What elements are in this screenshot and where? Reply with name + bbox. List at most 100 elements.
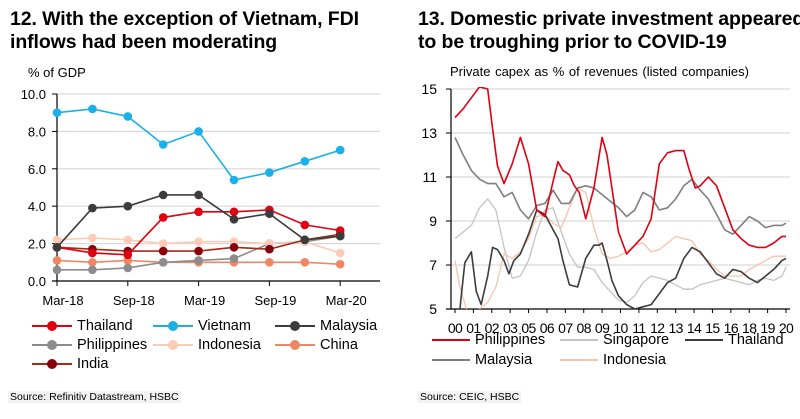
x-tick-label: 00 xyxy=(448,320,463,336)
plot-area xyxy=(454,87,787,309)
x-tick-label: 05 xyxy=(521,320,536,336)
y-tick-label: 4.0 xyxy=(28,199,46,214)
x-tick-label: 08 xyxy=(577,320,592,336)
y-tick-label: 8.0 xyxy=(28,124,46,139)
data-point-vietnam xyxy=(335,145,345,155)
legend-swatch xyxy=(32,359,72,369)
y-tick-label: 11 xyxy=(422,169,437,185)
x-tick-label: 13 xyxy=(668,320,683,336)
data-point-malaysia xyxy=(335,231,345,241)
series-thailand xyxy=(52,205,345,260)
data-point-china xyxy=(300,258,310,267)
x-tick-label: 07 xyxy=(558,320,573,336)
data-point-philippines xyxy=(52,265,62,275)
data-point-indonesia xyxy=(158,239,168,248)
data-point-malaysia xyxy=(229,214,239,224)
legend-item-vietnam: Vietnam xyxy=(153,318,251,334)
source-note-fdi: Source: Refinitiv Datastream, HSBC xyxy=(8,391,181,403)
y-axis-label-fdi: % of GDP xyxy=(28,65,86,80)
data-point-china xyxy=(265,258,274,267)
legend-swatch xyxy=(32,340,72,350)
data-point-philippines xyxy=(158,258,168,267)
y-tick-label: 6.0 xyxy=(28,162,46,177)
x-tick-label: 02 xyxy=(485,320,500,336)
chart-panel-capex: 13. Domestic private investment appeared… xyxy=(400,0,800,419)
data-point-malaysia xyxy=(300,235,310,245)
legend-label: Vietnam xyxy=(198,318,251,334)
data-point-india xyxy=(265,244,274,254)
legend-label: Indonesia xyxy=(603,352,666,368)
line-chart-fdi: 0.0 2.0 4.0 6.0 8.0 10.0 Mar-18 Sep-18 Mar-19 Sep… xyxy=(21,87,380,308)
legend-item-china: China xyxy=(275,337,358,353)
legend-swatch xyxy=(153,321,193,331)
x-tick-label: 01 xyxy=(466,320,481,336)
data-point-thailand xyxy=(158,213,168,222)
x-tick-label: 15 xyxy=(705,320,720,336)
data-point-indonesia xyxy=(52,235,62,245)
x-tick-label: 16 xyxy=(724,320,739,336)
y-axis-label-capex: Private capex as % of revenues (listed c… xyxy=(450,64,749,79)
x-tick-label: 09 xyxy=(595,320,610,336)
y-tick-label: 2.0 xyxy=(28,237,46,252)
data-point-vietnam xyxy=(158,140,168,149)
legend-label: Malaysia xyxy=(320,318,378,334)
series-line-philippines xyxy=(454,87,786,255)
series-vietnam xyxy=(52,104,345,185)
data-point-vietnam xyxy=(229,175,239,185)
data-point-philippines xyxy=(88,265,97,275)
data-point-malaysia xyxy=(52,243,62,252)
legend-label: Thailand xyxy=(77,318,133,334)
series-line-thailand xyxy=(459,209,787,309)
data-point-philippines xyxy=(229,254,239,263)
x-tick-label: 11 xyxy=(632,320,646,336)
legend-item-philippines: Philippines xyxy=(432,332,545,348)
data-point-indonesia xyxy=(194,237,203,247)
legend-label: Philippines xyxy=(475,332,546,348)
source-note-capex: Source: CEIC, HSBC xyxy=(418,391,522,403)
legend-swatch xyxy=(153,340,193,350)
data-point-vietnam xyxy=(265,168,274,177)
legend-swatch xyxy=(32,321,72,331)
legend-swatch xyxy=(275,321,315,331)
legend-swatch xyxy=(560,355,598,365)
data-point-malaysia xyxy=(265,209,274,218)
data-point-vietnam xyxy=(123,112,133,121)
legend-item-singapore: Singapore xyxy=(560,332,669,348)
x-tick-label: 19 xyxy=(760,320,775,336)
data-point-philippines xyxy=(123,263,133,273)
legend-item-indonesia: Indonesia xyxy=(153,337,261,353)
y-tick-label: 15 xyxy=(421,81,437,97)
y-tick-label: 5 xyxy=(429,301,437,317)
legend-swatch xyxy=(275,340,315,350)
x-tick-label: 06 xyxy=(540,320,555,336)
x-tick-label: Sep-19 xyxy=(254,293,296,308)
data-point-vietnam xyxy=(88,104,97,114)
legend-item-thailand: Thailand xyxy=(32,318,133,334)
data-point-malaysia xyxy=(194,190,203,200)
data-point-vietnam xyxy=(194,127,203,136)
x-tick-label: Mar-20 xyxy=(326,293,367,308)
data-point-india xyxy=(158,246,168,256)
data-point-vietnam xyxy=(300,157,310,166)
legend-item-philippines: Philippines xyxy=(32,337,147,353)
data-point-indonesia xyxy=(335,248,345,258)
x-tick-label: 20 xyxy=(779,320,794,336)
x-tick-label: 12 xyxy=(650,320,665,336)
data-point-malaysia xyxy=(158,190,168,200)
data-point-china xyxy=(335,259,345,269)
legend-swatch xyxy=(560,335,598,345)
data-point-indonesia xyxy=(88,233,97,243)
legend-item-malaysia: Malaysia xyxy=(275,318,377,334)
data-point-thailand xyxy=(123,250,133,260)
data-point-malaysia xyxy=(123,201,133,211)
data-point-thailand xyxy=(300,220,310,230)
data-point-vietnam xyxy=(52,108,62,117)
legend-label: Thailand xyxy=(728,332,784,348)
y-tick-label: 7 xyxy=(429,257,437,273)
series-line-malaysia xyxy=(454,137,787,235)
data-point-thailand xyxy=(88,248,97,258)
chart-title-fdi: 12. With the exception of Vietnam, FDI i… xyxy=(10,8,359,53)
data-point-malaysia xyxy=(88,203,97,213)
legend-label: China xyxy=(320,337,358,353)
